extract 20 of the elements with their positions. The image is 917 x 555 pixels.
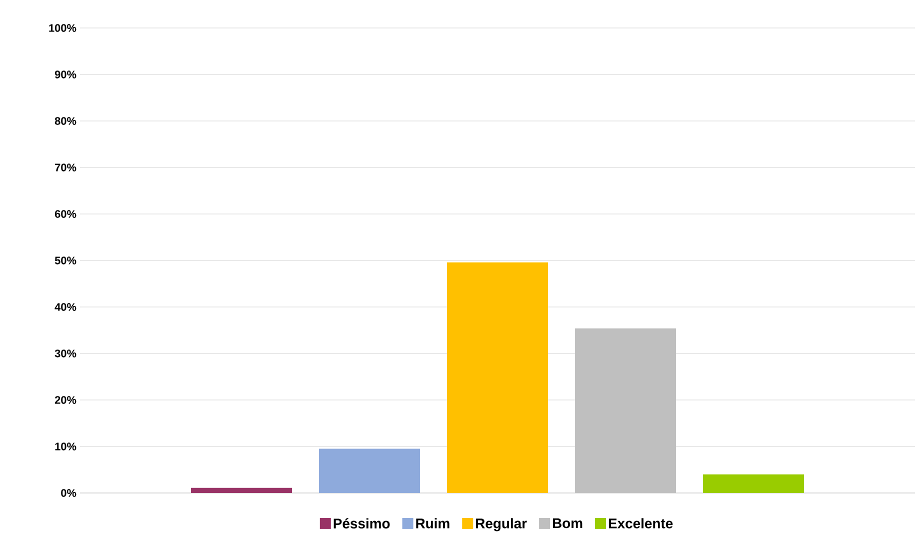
- y-tick-label: 70%: [55, 164, 76, 172]
- legend-label: Excelente: [608, 518, 673, 528]
- bar: [703, 474, 804, 493]
- bar: [319, 448, 420, 493]
- y-tick-label: 100%: [49, 24, 76, 32]
- legend-label: Bom: [552, 518, 582, 528]
- y-tick-label: 80%: [54, 117, 76, 125]
- bar: [447, 262, 548, 493]
- y-tick-label: 30%: [54, 350, 76, 358]
- y-tick-label: 60%: [54, 210, 76, 218]
- legend-label: Ruim: [416, 518, 450, 528]
- legend-label: Regular: [476, 518, 527, 532]
- y-tick-label: 50%: [54, 256, 76, 264]
- y-tick-label: 20%: [54, 396, 76, 404]
- y-tick-label: 90%: [54, 70, 76, 78]
- legend-label: Péssimo: [334, 518, 390, 528]
- bar: [191, 488, 292, 493]
- y-tick-label: 10%: [55, 442, 76, 450]
- y-tick-label: 40%: [54, 303, 76, 311]
- y-tick-label: 0%: [61, 489, 76, 497]
